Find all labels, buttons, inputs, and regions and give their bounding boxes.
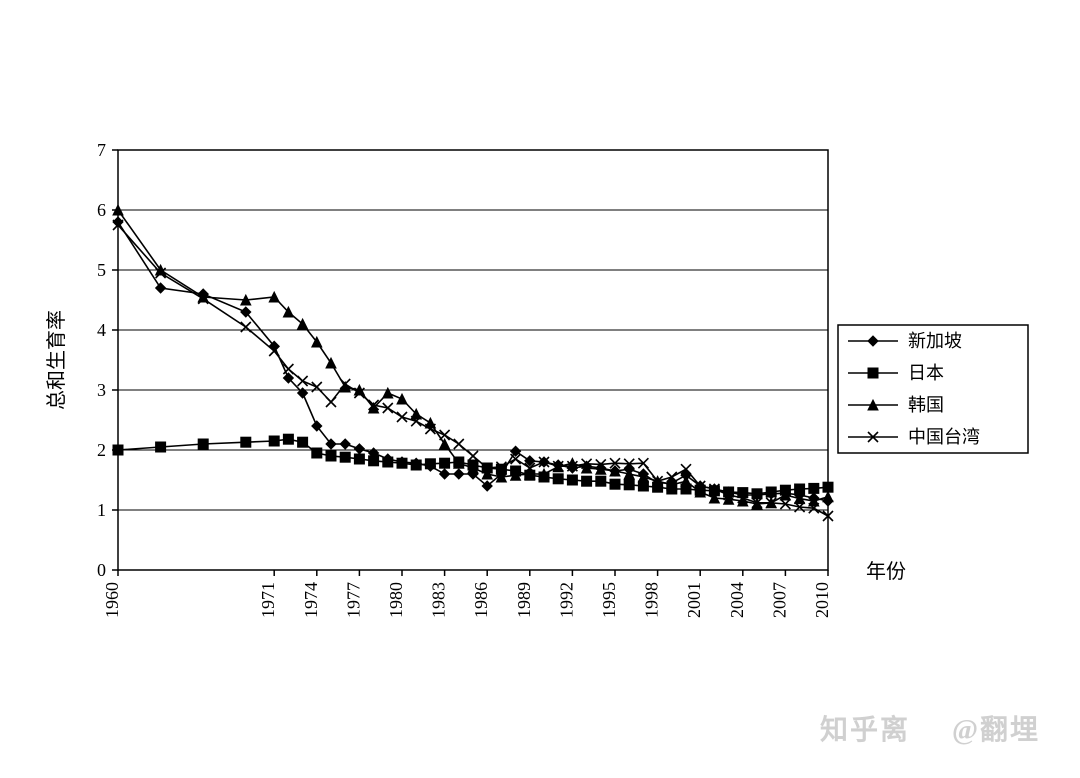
marker-square [156,442,166,452]
marker-square [411,460,421,470]
marker-square [354,454,364,464]
marker-square [312,448,322,458]
marker-square [269,436,279,446]
marker-square [582,476,592,486]
y-tick-label: 2 [97,440,106,460]
marker-square [440,458,450,468]
x-tick-label: 1998 [642,582,662,618]
y-tick-label: 5 [97,260,106,280]
x-tick-label: 1983 [429,582,449,618]
x-tick-label: 1974 [301,582,321,618]
marker-triangle [326,358,336,368]
y-tick-label: 3 [97,380,106,400]
x-tick-label: 1960 [102,582,122,618]
x-tick-label: 1989 [514,582,534,618]
y-axis-label: 总和生育率 [45,310,68,410]
marker-square [553,474,563,484]
marker-square [326,451,336,461]
series-韩国 [113,205,833,509]
x-tick-label: 1977 [343,582,363,618]
marker-diamond [454,469,464,479]
marker-square [369,456,379,466]
x-tick-label: 1971 [258,582,278,618]
marker-square [298,437,308,447]
legend: 新加坡日本韩国中国台湾 [838,325,1028,453]
marker-diamond [340,439,350,449]
marker-square [624,480,634,490]
marker-square [809,483,819,493]
marker-triangle [440,439,450,449]
y-tick-label: 7 [97,140,106,160]
y-tick-label: 4 [97,320,106,340]
marker-triangle [823,492,833,502]
marker-diamond [156,283,166,293]
x-tick-label: 2010 [812,582,832,618]
marker-square [241,437,251,447]
x-tick-label: 1992 [556,582,576,618]
marker-square [596,476,606,486]
legend-label: 日本 [908,363,944,383]
y-tick-label: 6 [97,200,106,220]
x-tick-label: 1986 [471,582,491,618]
x-axis-label: 年份 [866,560,906,583]
x-tick-label: 2004 [727,582,747,618]
marker-square [113,445,123,455]
watermark-2: @翻埋 [952,708,1040,748]
marker-square [610,479,620,489]
marker-square [752,489,762,499]
legend-label: 中国台湾 [908,427,980,447]
marker-square [766,487,776,497]
legend-label: 新加坡 [908,331,962,351]
marker-square [383,457,393,467]
marker-square [198,439,208,449]
x-tick-label: 2007 [769,582,789,618]
plot-border [118,150,828,570]
x-tick-label: 1980 [386,582,406,618]
marker-diamond [354,444,364,454]
x-tick-label: 1995 [599,582,619,618]
marker-square [340,452,350,462]
watermark-1: 知乎离 [820,708,910,748]
marker-triangle [397,394,407,404]
y-tick-label: 0 [97,560,106,580]
legend-label: 韩国 [908,395,944,415]
y-tick-label: 1 [97,500,106,520]
marker-square [567,475,577,485]
x-tick-label: 2001 [684,582,704,618]
series-line [118,222,828,501]
marker-square [397,458,407,468]
fertility-line-chart: 0 1 2 3 4 5 6 7 1960 1971 1974 1977 1980 1983 1986 1989… [0,0,1080,778]
marker-square [425,459,435,469]
marker-square [868,368,878,378]
marker-square [283,434,293,444]
marker-diamond [440,469,450,479]
